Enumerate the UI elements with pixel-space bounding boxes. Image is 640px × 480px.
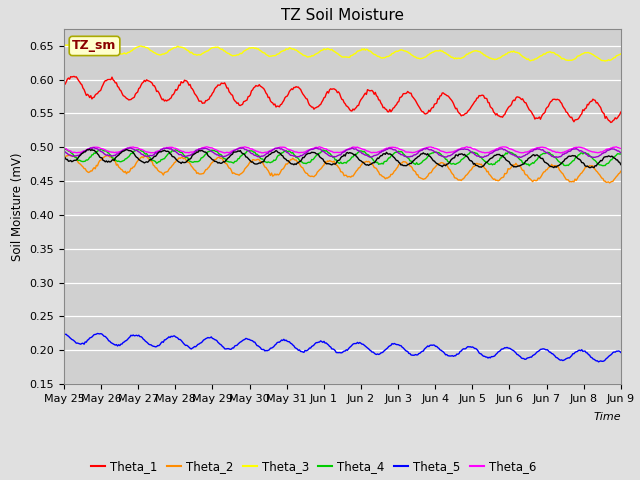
Theta_2 <box>326 158 333 164</box>
Theta_avg <box>393 158 401 164</box>
Theta_1 <box>362 92 370 97</box>
Theta_6 <box>463 144 470 150</box>
Theta_2 <box>329 159 337 165</box>
Theta_4 <box>60 146 68 152</box>
Theta_avg <box>586 165 593 170</box>
Theta_avg <box>362 162 370 168</box>
Theta_7 <box>326 153 333 159</box>
Theta_1 <box>393 102 401 108</box>
Line: Theta_4: Theta_4 <box>64 149 621 166</box>
Theta_3 <box>518 52 525 58</box>
Theta_6 <box>362 148 370 154</box>
Theta_avg <box>60 155 68 160</box>
Theta_4 <box>328 153 335 159</box>
Text: TZ_sm: TZ_sm <box>72 39 116 52</box>
Theta_7 <box>617 150 625 156</box>
Theta_5 <box>393 342 401 348</box>
Line: Theta_3: Theta_3 <box>64 45 621 61</box>
Line: Theta_2: Theta_2 <box>64 155 621 183</box>
Theta_1 <box>60 82 68 88</box>
Theta_5 <box>617 349 625 355</box>
Theta_2 <box>605 179 612 185</box>
Theta_6 <box>329 149 337 155</box>
Theta_5 <box>518 355 525 361</box>
Theta_7 <box>393 148 401 154</box>
Theta_4 <box>617 151 625 157</box>
Theta_5 <box>60 331 68 336</box>
Theta_7 <box>329 154 337 160</box>
Theta_4 <box>516 157 524 163</box>
Theta_3 <box>326 47 333 52</box>
Line: Theta_avg: Theta_avg <box>64 149 621 168</box>
Theta_2 <box>393 166 401 171</box>
Theta_1 <box>70 73 78 79</box>
Y-axis label: Soil Moisture (mV): Soil Moisture (mV) <box>11 152 24 261</box>
Theta_5 <box>595 359 602 365</box>
Theta_7 <box>551 155 559 160</box>
Theta_avg <box>518 162 525 168</box>
Theta_6 <box>221 150 228 156</box>
Theta_avg <box>617 162 625 168</box>
Line: Theta_7: Theta_7 <box>64 147 621 157</box>
Theta_6 <box>393 145 401 151</box>
Line: Theta_1: Theta_1 <box>64 76 621 122</box>
Line: Theta_5: Theta_5 <box>64 334 621 362</box>
Theta_2 <box>60 156 68 161</box>
Theta_7 <box>60 148 68 154</box>
Theta_5 <box>329 346 337 352</box>
Theta_2 <box>617 168 625 174</box>
Theta_4 <box>605 160 612 166</box>
Theta_5 <box>362 344 370 350</box>
Theta_4 <box>392 149 399 155</box>
Theta_6 <box>617 145 625 151</box>
Theta_avg <box>326 161 333 167</box>
Theta_1 <box>605 118 612 123</box>
Theta_1 <box>617 109 625 115</box>
Theta_6 <box>60 146 68 152</box>
Text: Time: Time <box>593 412 621 422</box>
Theta_2 <box>66 152 74 158</box>
Theta_avg <box>86 146 93 152</box>
Theta_2 <box>606 180 614 186</box>
Theta_3 <box>602 58 609 64</box>
Theta_avg <box>606 154 614 159</box>
Theta_3 <box>606 58 614 63</box>
Theta_3 <box>63 42 71 48</box>
Theta_6 <box>326 148 333 154</box>
Theta_5 <box>93 331 101 336</box>
Theta_avg <box>329 161 337 167</box>
Theta_1 <box>329 86 337 92</box>
Theta_4 <box>362 150 369 156</box>
Theta_3 <box>362 47 370 52</box>
Theta_3 <box>60 43 68 48</box>
Theta_4 <box>525 163 533 168</box>
Theta_2 <box>518 166 525 171</box>
Theta_4 <box>324 150 332 156</box>
Theta_3 <box>329 48 337 54</box>
Theta_7 <box>518 154 525 160</box>
Line: Theta_6: Theta_6 <box>64 147 621 153</box>
Theta_3 <box>393 48 401 54</box>
Theta_6 <box>606 146 614 152</box>
Title: TZ Soil Moisture: TZ Soil Moisture <box>281 9 404 24</box>
Theta_1 <box>607 120 614 125</box>
Theta_1 <box>326 87 333 93</box>
Theta_7 <box>90 144 98 150</box>
Theta_6 <box>519 150 527 156</box>
Theta_2 <box>362 158 370 164</box>
Theta_5 <box>606 353 614 359</box>
Theta_3 <box>617 51 625 57</box>
Theta_5 <box>326 344 333 349</box>
Theta_7 <box>606 147 614 153</box>
Theta_1 <box>518 96 525 102</box>
Theta_7 <box>362 152 370 158</box>
